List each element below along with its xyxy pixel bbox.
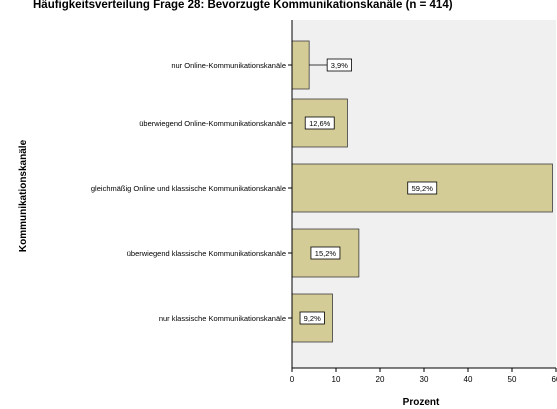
category-label-2: überwiegend Online-Kommunikationskanäle: [139, 119, 286, 128]
x-tick-label-20: 20: [376, 375, 385, 384]
x-axis-title: Prozent: [403, 397, 440, 408]
x-tick-label-30: 30: [420, 375, 429, 384]
plot-area-group: nur Online-Kommunikationskanäle 3,9% überw…: [91, 20, 557, 384]
data-label-box-1: [326, 58, 352, 72]
data-label-4: 15,2%: [315, 249, 337, 258]
data-label-3: 59,2%: [412, 184, 434, 193]
data-label-box-4: [310, 246, 341, 260]
x-tick-label-50: 50: [508, 375, 517, 384]
data-label-1: 3,9%: [331, 61, 348, 70]
bar-1: [291, 40, 310, 90]
x-tick-label-0: 0: [290, 375, 295, 384]
data-label-box-5: [299, 311, 325, 325]
data-label-2: 12,6%: [309, 119, 331, 128]
data-label-5: 9,2%: [304, 314, 321, 323]
category-label-5: nur klassische Kommunikationskanäle: [159, 314, 286, 323]
data-label-box-3: [407, 181, 438, 195]
y-axis-title: Kommunikationskanäle: [18, 139, 29, 252]
category-label-4: überwiegend klassische Kommunikationskan…: [127, 249, 286, 258]
category-label-1: nur Online-Kommunikationskanäle: [171, 61, 286, 70]
data-label-box-2: [304, 116, 335, 130]
chart-title: Häufigkeitsverteilung Frage 28: Bevorzug…: [33, 0, 453, 11]
x-tick-label-60: 60: [552, 375, 557, 384]
x-tick-label-10: 10: [332, 375, 341, 384]
x-tick-label-40: 40: [464, 375, 473, 384]
category-label-3: gleichmäßig Online und klassische Kommun…: [91, 184, 286, 193]
